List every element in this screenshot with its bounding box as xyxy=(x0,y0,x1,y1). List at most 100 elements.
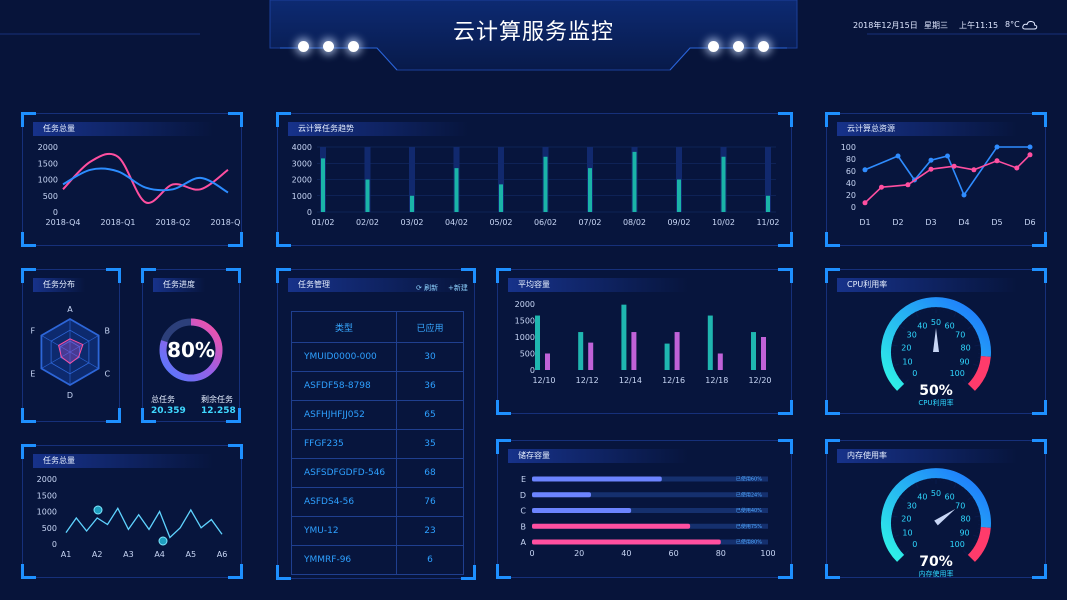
gauge-tick-label: 80 xyxy=(961,343,971,352)
cell-applied: 30 xyxy=(424,352,436,362)
chart: A B C D E F xyxy=(30,305,110,400)
gauge-tick-label: 70 xyxy=(955,501,965,510)
y-tick-label: 0 xyxy=(530,366,535,375)
y-tick-label: 1000 xyxy=(37,508,57,517)
bar xyxy=(543,156,548,212)
x-tick-label: 2018-Q4 xyxy=(46,218,81,227)
x-tick-label: D3 xyxy=(925,218,936,227)
series-line xyxy=(62,152,229,204)
gauge-caption: CPU利用率 xyxy=(918,398,953,407)
decor-light xyxy=(348,41,359,52)
x-tick-label: 01/02 xyxy=(311,218,334,227)
avg-capacity-panel: 平均容量 0 500 1000 1500 2000 12/10 12/12 12/14 12/1… xyxy=(496,268,793,415)
gauge-tick xyxy=(968,549,971,552)
data-point xyxy=(862,200,868,206)
task-management-panel: 任务管理 ⟳ 刷新 +新建 类型 已应用 YMUID0000-000 30 AS… xyxy=(276,268,476,580)
x-tick-label: 80 xyxy=(716,549,726,558)
y-tick-label: 2000 xyxy=(515,300,535,309)
table-row[interactable]: FFGF235 35 xyxy=(292,429,463,458)
bar-label: 已使用24% xyxy=(736,491,762,498)
y-tick-label: 2000 xyxy=(292,176,312,185)
x-tick-label: 04/02 xyxy=(445,218,468,227)
gauge-tick-label: 50 xyxy=(931,318,941,327)
table-row[interactable]: ASFDF58-8798 36 xyxy=(292,371,463,400)
progress-arc xyxy=(159,318,223,382)
cell-applied: 68 xyxy=(424,468,436,478)
gauge-tick xyxy=(972,363,979,367)
gauge-tick xyxy=(943,307,945,311)
gauge-tick xyxy=(899,325,905,330)
gauge-tick xyxy=(976,360,980,363)
bar xyxy=(454,168,459,212)
gauge-tick-label: 60 xyxy=(945,492,955,501)
bar-track xyxy=(498,147,504,212)
bar-track xyxy=(765,147,771,212)
gauge-tick xyxy=(975,507,979,510)
data-point xyxy=(961,192,967,198)
y-tick-label: 1000 xyxy=(38,176,58,185)
y-tick-label: 0 xyxy=(851,203,856,212)
table-row[interactable]: YMUID0000-000 30 xyxy=(292,342,463,371)
radar-area xyxy=(58,338,84,365)
total-tasks-value: 20.359 xyxy=(151,406,186,416)
gauge-tick xyxy=(951,481,953,485)
gauge-tick xyxy=(895,332,899,335)
table-row[interactable]: ASFSDFGDFD-546 68 xyxy=(292,458,463,487)
x-tick-label: A2 xyxy=(92,550,103,559)
table-row[interactable]: ASFHJHFJJ052 65 xyxy=(292,400,463,429)
gauge-tick xyxy=(967,322,970,325)
y-tick-label: 500 xyxy=(43,192,58,201)
x-tick-label: A1 xyxy=(61,550,72,559)
task-progress-panel: 任务进度 80% 总任务 剩余任务 20.359 12.258 xyxy=(141,268,241,423)
highlight-point xyxy=(158,536,168,546)
series-line xyxy=(864,146,1030,197)
bar xyxy=(588,168,592,212)
cell-applied: 65 xyxy=(424,410,436,420)
new-button[interactable]: +新建 xyxy=(448,284,468,292)
y-tick-label: 100 xyxy=(841,143,856,152)
x-tick-label: 2018-Q2 xyxy=(156,218,191,227)
gauge-tick-label: 10 xyxy=(902,528,912,537)
x-tick-label: D2 xyxy=(892,218,903,227)
bar-track xyxy=(532,492,768,498)
radar-axis xyxy=(41,351,71,369)
column-header: 已应用 xyxy=(416,323,444,334)
bar xyxy=(545,353,550,370)
gauge-tick xyxy=(975,336,979,339)
table-row[interactable]: ASFDS4-56 76 xyxy=(292,487,463,516)
refresh-button[interactable]: ⟳ 刷新 xyxy=(416,283,438,293)
gauge-tick xyxy=(902,322,905,325)
gauge-tick xyxy=(976,511,980,513)
gauge-tick xyxy=(903,550,909,556)
refresh-icon: ⟳ xyxy=(416,284,422,292)
panel-title: 平均容量 xyxy=(508,278,688,292)
gauge-tick xyxy=(974,515,981,518)
gauge-tick xyxy=(973,332,977,335)
x-tick-label: 12/10 xyxy=(532,376,555,385)
panel-title: 任务分布 xyxy=(33,278,85,292)
gauge-tick xyxy=(951,310,953,314)
gauge-tick xyxy=(891,344,898,347)
gauge-tick-label: 20 xyxy=(901,514,911,523)
table-row[interactable]: YMMRF-96 6 xyxy=(292,545,463,574)
gauge-tick xyxy=(897,499,901,502)
gauge-tick xyxy=(896,371,900,374)
gauge-tick xyxy=(893,336,897,339)
x-tick-label: 2018-Q5 xyxy=(211,218,241,227)
x-tick-label: 11/02 xyxy=(756,218,779,227)
task-table: 类型 已应用 YMUID0000-000 30 ASFDF58-8798 36 … xyxy=(291,311,464,575)
table-row[interactable]: YMU-12 23 xyxy=(292,516,463,545)
bar xyxy=(410,195,414,212)
gauge-tick-label: 50 xyxy=(931,489,941,498)
gauge-tick xyxy=(961,316,964,319)
x-tick-label: 2018-Q1 xyxy=(101,218,136,227)
y-tick-label: 0 xyxy=(53,208,58,217)
decor-light xyxy=(708,41,719,52)
page-title: 云计算服务监控 xyxy=(452,20,614,45)
gauge-tick xyxy=(892,511,896,513)
data-point xyxy=(1027,152,1033,158)
gauge-tick xyxy=(892,360,896,363)
gauge-tick xyxy=(927,307,929,311)
decor-light xyxy=(323,41,334,52)
